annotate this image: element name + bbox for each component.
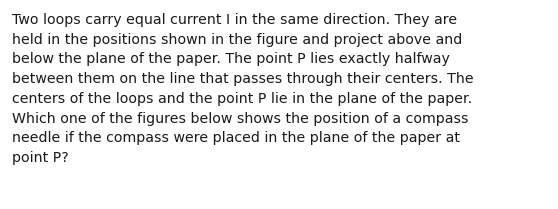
Text: Two loops carry equal current I in the same direction. They are
held in the posi: Two loops carry equal current I in the s… [12,13,474,165]
